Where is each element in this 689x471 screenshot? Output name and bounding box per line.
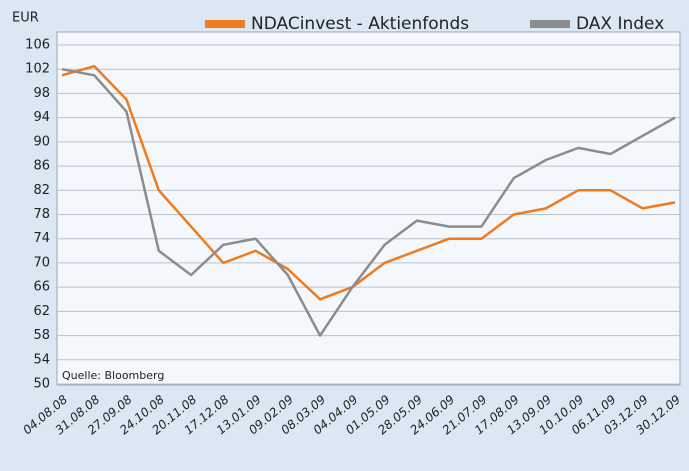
y-tick-label: 94 — [33, 110, 50, 125]
y-tick-label: 102 — [25, 62, 50, 77]
legend-swatch — [530, 20, 570, 28]
y-tick-label: 78 — [33, 207, 50, 222]
series-line — [61, 64, 676, 301]
y-tick-label: 74 — [33, 231, 50, 246]
series-line — [61, 67, 676, 337]
y-tick-label: 62 — [33, 304, 50, 319]
y-tick-label: 82 — [33, 183, 50, 198]
legend-swatch — [205, 20, 245, 28]
y-tick-label: 66 — [33, 280, 50, 295]
legend-label: NDACinvest - Aktienfonds — [251, 14, 469, 34]
y-tick-label: 70 — [33, 255, 50, 270]
y-tick-label: 86 — [33, 159, 50, 174]
y-tick-label: 90 — [33, 134, 50, 149]
plot-area — [56, 31, 681, 386]
y-tick-label: 54 — [33, 352, 50, 367]
source-note: Quelle: Bloomberg — [62, 369, 164, 382]
y-tick-label: 50 — [33, 377, 50, 392]
y-tick-label: 58 — [33, 328, 50, 343]
y-tick-label: 98 — [33, 86, 50, 101]
legend-label: DAX Index — [576, 14, 664, 34]
y-tick-label: 106 — [25, 38, 50, 53]
y-axis-label: EUR — [12, 11, 39, 26]
